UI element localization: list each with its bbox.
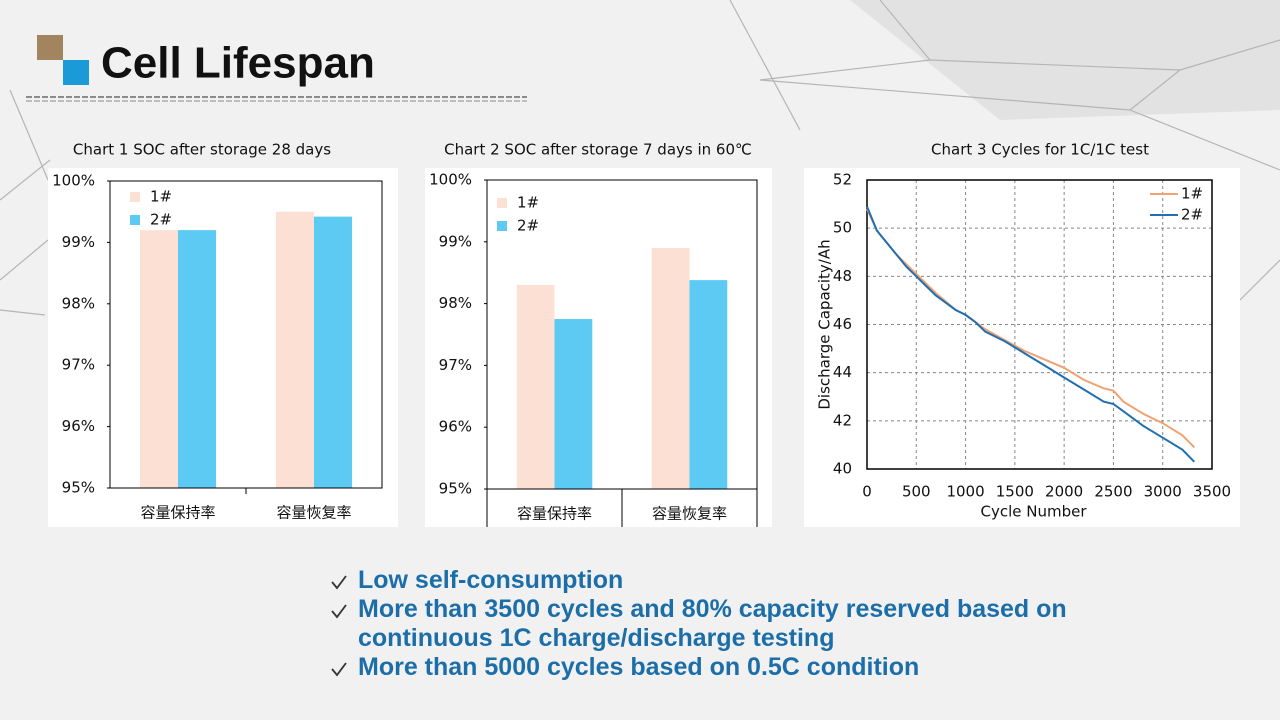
- legend-label: 2#: [150, 211, 172, 229]
- y-tick-label: 100%: [52, 172, 95, 190]
- x-tick-label: 容量恢复率: [276, 504, 351, 522]
- x-tick-label: 1000: [946, 483, 984, 501]
- chart-title: Chart 2 SOC after storage 7 days in 60℃: [444, 141, 752, 159]
- x-tick-label: 容量保持率: [140, 504, 215, 522]
- bar: [516, 285, 555, 489]
- bar: [651, 247, 690, 489]
- check-mark: [331, 575, 347, 590]
- y-tick-label: 97%: [62, 356, 95, 374]
- y-tick-label: 40: [833, 460, 852, 478]
- y-axis-label: Discharge Capacity/Ah: [816, 239, 834, 409]
- logo-square: [63, 60, 89, 85]
- x-tick-label: 2500: [1094, 483, 1132, 501]
- legend-swatch: [497, 221, 507, 231]
- bar: [554, 319, 593, 489]
- check-icon: [331, 662, 347, 677]
- bar: [314, 216, 353, 488]
- y-tick-label: 96%: [439, 418, 472, 436]
- y-tick-label: 44: [833, 363, 852, 381]
- chart-title: Chart 3 Cycles for 1C/1C test: [931, 141, 1149, 159]
- bullet-item: More than 3500 cycles and 80% capacity r…: [328, 595, 1088, 653]
- y-tick-label: 95%: [62, 479, 95, 497]
- check-mark: [331, 662, 347, 677]
- y-tick-label: 98%: [62, 294, 95, 312]
- y-tick-label: 48: [833, 267, 852, 285]
- bullet-item: More than 5000 cycles based on 0.5C cond…: [328, 653, 1088, 682]
- y-tick-label: 99%: [62, 233, 95, 251]
- x-tick-label: 3500: [1193, 483, 1231, 501]
- x-tick-label: 500: [902, 483, 931, 501]
- chart-panel: [804, 168, 1240, 527]
- legend-label: 2#: [517, 217, 539, 235]
- y-tick-label: 100%: [429, 171, 472, 189]
- x-tick-label: 2000: [1045, 483, 1083, 501]
- bar: [689, 280, 728, 489]
- x-tick-label: 容量恢复率: [652, 505, 727, 523]
- bar: [178, 230, 217, 488]
- y-tick-label: 52: [833, 171, 852, 189]
- check-icon: [331, 575, 347, 590]
- bar: [139, 230, 178, 488]
- data-line: [866, 206, 1196, 463]
- x-tick-label: 3000: [1144, 483, 1182, 501]
- legend-label: 2#: [1181, 206, 1203, 224]
- y-tick-label: 96%: [62, 417, 95, 435]
- x-tick-label: 容量保持率: [517, 505, 592, 523]
- legend-label: 1#: [517, 194, 539, 212]
- bullet-text: More than 3500 cycles and 80% capacity r…: [358, 595, 1067, 652]
- legend-swatch: [497, 198, 507, 208]
- x-tick-label: 1500: [996, 483, 1034, 501]
- slide-title: Cell Lifespan: [101, 39, 375, 88]
- bullet-item: Low self-consumption: [328, 566, 1088, 595]
- y-tick-label: 97%: [439, 356, 472, 374]
- data-line: [866, 208, 1196, 449]
- legend-label: 1#: [150, 188, 172, 206]
- legend-swatch: [130, 215, 140, 225]
- check-mark: [331, 604, 347, 619]
- y-tick-label: 42: [833, 411, 852, 429]
- plot-frame: [866, 179, 1213, 470]
- bullet-text: Low self-consumption: [358, 566, 624, 594]
- bullet-text: More than 5000 cycles based on 0.5C cond…: [358, 653, 920, 681]
- x-tick-label: 0: [862, 483, 872, 501]
- x-axis-label: Cycle Number: [980, 503, 1087, 521]
- check-icon: [331, 604, 347, 619]
- legend-label: 1#: [1181, 185, 1203, 203]
- legend-swatch: [130, 192, 140, 202]
- bullet-list: Low self-consumption More than 3500 cycle…: [328, 566, 1088, 682]
- chart-title: Chart 1 SOC after storage 28 days: [73, 141, 331, 159]
- y-tick-label: 50: [833, 219, 852, 237]
- y-tick-label: 95%: [439, 480, 472, 498]
- y-tick-label: 98%: [439, 294, 472, 312]
- y-tick-label: 46: [833, 315, 852, 333]
- bar: [275, 211, 314, 488]
- logo-square: [37, 35, 63, 60]
- background-decor: [0, 0, 1280, 316]
- y-tick-label: 99%: [439, 232, 472, 250]
